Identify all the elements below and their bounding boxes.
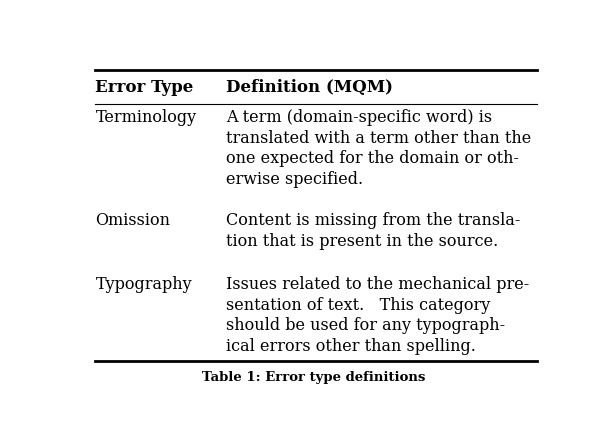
- Text: Content is missing from the transla-: Content is missing from the transla-: [226, 213, 520, 230]
- Text: A term (domain-specific word) is: A term (domain-specific word) is: [226, 109, 492, 126]
- Text: Omission: Omission: [95, 213, 171, 230]
- Text: ical errors other than spelling.: ical errors other than spelling.: [226, 338, 476, 355]
- Text: Terminology: Terminology: [95, 109, 196, 126]
- Text: one expected for the domain or oth-: one expected for the domain or oth-: [226, 150, 519, 168]
- Text: Table 1: Error type definitions: Table 1: Error type definitions: [202, 372, 425, 385]
- Text: erwise specified.: erwise specified.: [226, 171, 363, 188]
- Text: sentation of text.   This category: sentation of text. This category: [226, 297, 490, 314]
- Text: Typography: Typography: [95, 276, 192, 293]
- Text: Error Type: Error Type: [95, 79, 194, 95]
- Text: should be used for any typograph-: should be used for any typograph-: [226, 317, 505, 335]
- Text: tion that is present in the source.: tion that is present in the source.: [226, 233, 498, 250]
- Text: translated with a term other than the: translated with a term other than the: [226, 130, 531, 147]
- Text: Issues related to the mechanical pre-: Issues related to the mechanical pre-: [226, 276, 529, 293]
- Text: Definition (MQM): Definition (MQM): [226, 79, 393, 95]
